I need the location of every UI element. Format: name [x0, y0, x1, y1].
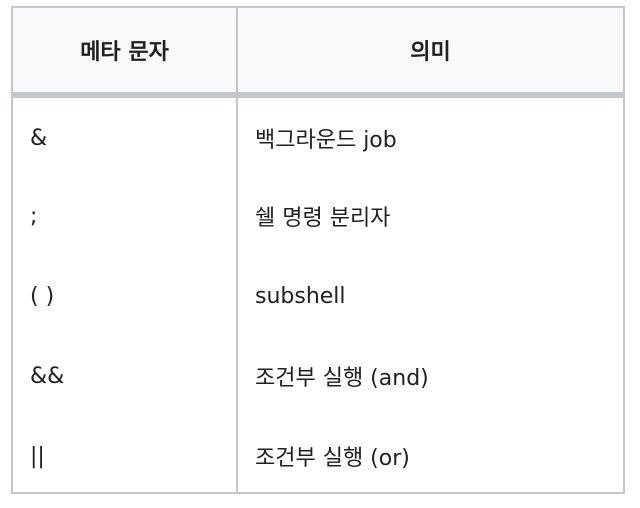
meaning-cell: 조건부 실행 (or) [255, 446, 410, 471]
table-row: ; 쉘 명령 분리자 [13, 176, 623, 256]
meaning-cell: 쉘 명령 분리자 [255, 206, 391, 231]
meta-character-cell: & [30, 125, 48, 151]
meta-character-cell: ( ) [30, 283, 55, 309]
meaning-cell: subshell [255, 283, 346, 309]
table-header: 메타 문자 의미 [13, 8, 623, 92]
header-meaning: 의미 [410, 40, 451, 65]
meta-character-cell: || [30, 443, 45, 469]
header-divider [13, 92, 623, 98]
meta-character-cell: && [30, 363, 65, 389]
table-row: & 백그라운드 job [13, 98, 623, 178]
table-row: || 조건부 실행 (or) [13, 416, 623, 496]
table-row: ( ) subshell [13, 256, 623, 336]
meta-character-table: 메타 문자 의미 & 백그라운드 job ; 쉘 명령 분리자 ( ) subs… [11, 6, 625, 494]
column-divider [236, 8, 238, 492]
meaning-cell: 백그라운드 job [255, 128, 397, 153]
meaning-cell: 조건부 실행 (and) [255, 366, 429, 391]
meta-character-cell: ; [30, 203, 38, 229]
table-row: && 조건부 실행 (and) [13, 336, 623, 416]
header-meta-character: 메타 문자 [80, 40, 169, 65]
